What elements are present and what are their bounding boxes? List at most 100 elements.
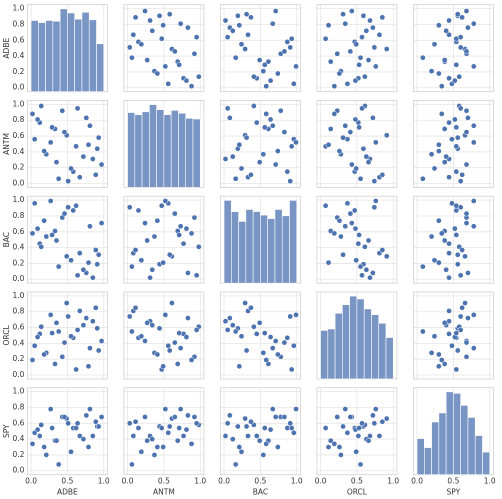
scatter-point <box>248 304 254 311</box>
histogram-bar <box>127 112 136 188</box>
scatter-point <box>441 237 448 244</box>
scatter-point <box>183 426 190 433</box>
scatter-point <box>325 444 332 450</box>
scatter-point <box>372 198 379 204</box>
scatter-point <box>222 17 229 24</box>
scatter-point <box>357 461 364 468</box>
scatter-point <box>47 406 54 412</box>
x-tick-label: 0.5 <box>351 477 363 486</box>
scatter-point <box>53 159 60 165</box>
scatter-point <box>454 251 461 258</box>
y-tick-label: 0.8 <box>12 19 24 28</box>
scatter-point <box>61 210 68 217</box>
scatter-point <box>47 198 54 204</box>
scatter-point <box>348 220 355 226</box>
scatter-point <box>53 437 60 444</box>
scatter-point <box>36 433 43 439</box>
scatter-point <box>129 54 135 61</box>
scatter-point <box>29 357 36 363</box>
scatter-point <box>65 313 71 320</box>
scatter-point <box>76 174 83 181</box>
scatter-point <box>356 425 362 431</box>
scatter-point <box>253 433 260 439</box>
scatter-point <box>372 406 379 412</box>
scatter-point <box>260 68 267 74</box>
scatter-point <box>331 230 338 237</box>
y-tick-label: 0.6 <box>12 131 24 140</box>
histogram-bar <box>385 337 394 380</box>
scatter-point <box>256 57 263 63</box>
scatter-point <box>336 444 343 450</box>
scatter-point <box>224 420 231 427</box>
scatter-point <box>138 41 145 48</box>
scatter-point <box>438 357 445 363</box>
scatter-point <box>224 327 231 333</box>
scatter-point <box>183 77 190 84</box>
scatter-point <box>63 253 70 260</box>
scatter-point <box>348 161 355 168</box>
scatter-point <box>138 257 145 264</box>
scatter-point <box>360 12 367 19</box>
histogram-bar <box>445 391 454 476</box>
scatter-point <box>90 156 96 162</box>
scatter-point <box>243 11 250 18</box>
scatter-point <box>372 139 379 146</box>
scatter-point <box>166 347 173 354</box>
scatter-point <box>43 452 50 458</box>
scatter-point <box>359 34 365 40</box>
scatter-point <box>420 54 426 61</box>
scatter-point <box>195 243 202 250</box>
histogram-bar <box>52 20 61 93</box>
scatter-point <box>370 115 376 121</box>
scatter-point <box>260 452 267 458</box>
scatter-point <box>63 300 70 306</box>
x-tick-label: 0.0 <box>218 477 230 486</box>
scatter-point <box>269 406 276 412</box>
scatter-point <box>347 48 354 55</box>
scatter-point <box>360 145 367 152</box>
scatter-point <box>236 363 243 370</box>
scatter-point <box>263 83 270 90</box>
scatter-point <box>436 217 442 224</box>
scatter-point <box>457 44 464 51</box>
scatter-point <box>176 232 183 238</box>
scatter-point <box>162 198 169 204</box>
scatter-point <box>347 414 354 420</box>
scatter-point <box>344 429 351 436</box>
x-tick-label: 1.0 <box>291 477 303 486</box>
scatter-point <box>272 161 279 168</box>
scatter-point <box>144 57 151 63</box>
y-tick-label: 0.4 <box>12 434 24 443</box>
scatter-point <box>138 448 145 455</box>
scatter-point <box>359 105 365 112</box>
scatter-point <box>456 73 463 80</box>
scatter-point <box>443 266 449 273</box>
scatter-point <box>242 46 248 52</box>
histogram-bar <box>59 8 68 92</box>
scatter-point <box>261 124 268 131</box>
scatter-point <box>94 261 101 268</box>
histogram-bar <box>267 218 276 284</box>
scatter-point <box>92 247 99 253</box>
x-tick-label: 0.5 <box>447 477 459 486</box>
scatter-point <box>340 423 346 430</box>
scatter-point <box>130 433 137 439</box>
scatter-point <box>256 319 263 326</box>
scatter-point <box>232 54 239 61</box>
scatter-point <box>371 44 378 51</box>
scatter-point <box>229 436 236 442</box>
scatter-point <box>420 263 426 270</box>
scatter-point <box>61 129 68 135</box>
y-axis-label: ANTM <box>2 133 11 155</box>
scatter-point <box>138 333 145 340</box>
histogram-bar <box>371 314 380 380</box>
scatter-point <box>90 433 96 439</box>
scatter-point <box>372 63 379 70</box>
scatter-point <box>183 225 190 232</box>
scatter-point <box>261 425 268 431</box>
scatter-point <box>224 105 231 112</box>
y-tick-label: 0.4 <box>12 51 24 60</box>
scatter-point <box>256 159 263 165</box>
scatter-point <box>147 17 153 24</box>
scatter-point <box>232 328 239 335</box>
